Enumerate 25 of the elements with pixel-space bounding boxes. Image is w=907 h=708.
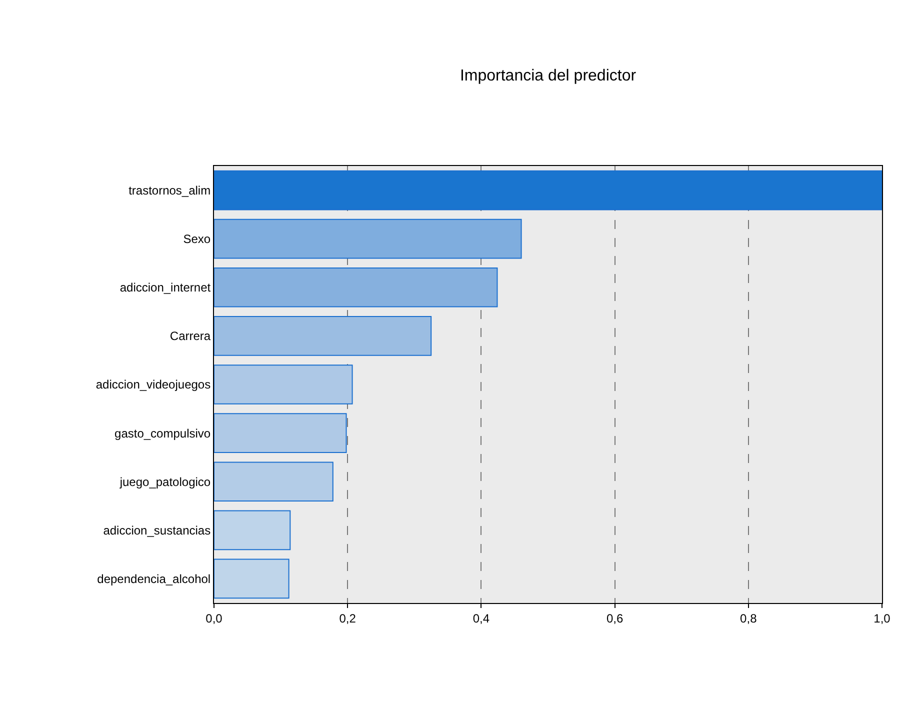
y-tick-label: trastornos_alim: [128, 183, 211, 198]
bar: [214, 267, 498, 308]
x-tick-label: 0,4: [472, 611, 490, 626]
bar: [214, 218, 522, 259]
bar: [214, 462, 334, 502]
y-tick-label: Sexo: [183, 232, 211, 246]
bar: [214, 413, 347, 453]
y-tick-label: juego_patologico: [118, 474, 211, 489]
y-tick-label: dependencia_alcohol: [97, 572, 211, 586]
bar: [214, 364, 353, 404]
x-tick-label: 0,0: [206, 611, 223, 626]
x-tick-label: 0,2: [339, 611, 356, 626]
x-tick-label: 0,6: [606, 611, 624, 626]
y-tick-label: Carrera: [170, 329, 211, 344]
y-tick-label: adiccion_videojuegos: [96, 378, 211, 392]
bar: [214, 558, 290, 599]
y-tick-label: gasto_compulsivo: [114, 426, 211, 440]
chart-title: Importancia del predictor: [460, 68, 637, 85]
bar: [214, 510, 291, 550]
x-tick-label: 0,8: [740, 611, 758, 626]
bar: [214, 316, 432, 356]
y-tick-label: adiccion_internet: [120, 280, 212, 295]
x-tick-label: 1,0: [874, 611, 891, 626]
y-tick-label: adiccion_sustancias: [103, 523, 211, 538]
bar: [214, 170, 882, 210]
